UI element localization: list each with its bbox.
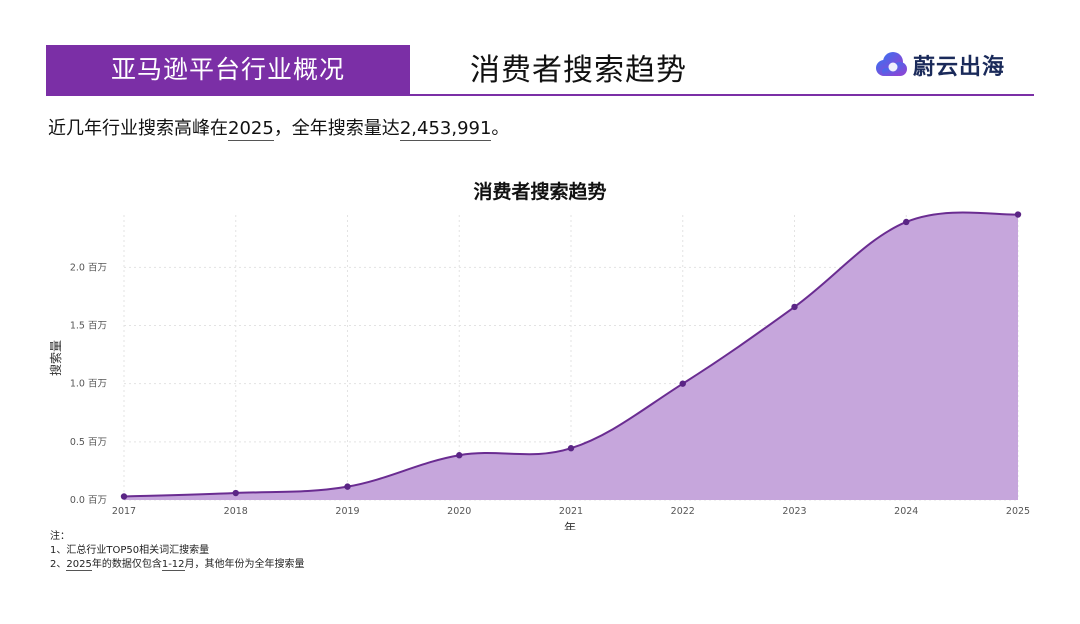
data-point-2021 bbox=[567, 445, 575, 452]
notes-line2-year: 2025 bbox=[66, 559, 92, 571]
x-axis-ticks: 2017 2018 2019 2020 2021 2022 2023 2024 2025 bbox=[112, 506, 1030, 517]
summary-peak-year: 2025 bbox=[228, 118, 274, 141]
section-label: 亚马逊平台行业概况 bbox=[110, 55, 345, 84]
y-tick-label: 1.5 百万 bbox=[70, 321, 107, 332]
data-point-2020 bbox=[456, 452, 463, 459]
header-divider bbox=[46, 94, 1034, 96]
data-point-2022 bbox=[679, 380, 686, 387]
data-point-2017 bbox=[120, 493, 128, 500]
y-axis-label: 搜索量 bbox=[48, 340, 63, 376]
x-tick-label: 2020 bbox=[447, 506, 471, 517]
y-tick-label: 1.0 百万 bbox=[70, 379, 107, 390]
section-label-band: 亚马逊平台行业概况 bbox=[46, 45, 410, 95]
notes-line2-range: 1-12 bbox=[161, 559, 185, 571]
cloud-logo-icon bbox=[876, 52, 907, 76]
x-tick-label: 2018 bbox=[224, 506, 248, 517]
brand-name: 蔚云出海 bbox=[913, 55, 1006, 80]
y-axis-ticks: 0.0 百万 0.5 百万 1.0 百万 1.5 百万 2.0 百万 bbox=[70, 262, 107, 506]
y-tick-label: 0.5 百万 bbox=[70, 437, 107, 448]
summary-suffix: 。 bbox=[491, 118, 510, 139]
series-points bbox=[120, 211, 1022, 500]
x-tick-label: 2025 bbox=[1006, 506, 1030, 517]
data-point-2019 bbox=[344, 483, 351, 490]
data-point-2025 bbox=[1014, 211, 1022, 218]
notes-line-1: 1、汇总行业TOP50相关词汇搜索量 bbox=[50, 545, 210, 556]
y-tick-label: 0.0 百万 bbox=[70, 495, 107, 506]
chart-title: 消费者搜索趋势 bbox=[473, 180, 606, 203]
x-axis-label: 年 bbox=[564, 521, 576, 530]
x-tick-label: 2019 bbox=[335, 506, 359, 517]
series-area bbox=[124, 212, 1018, 500]
brand: 蔚云出海 bbox=[873, 48, 1005, 82]
data-point-2024 bbox=[903, 218, 910, 226]
notes-heading: 注： bbox=[50, 531, 70, 542]
data-point-2018 bbox=[232, 489, 239, 497]
summary-middle: ，全年搜索量达 bbox=[273, 118, 400, 139]
summary-sentence: 近几年行业搜索高峰在2025，全年搜索量达2,453,991。 bbox=[48, 116, 509, 142]
chart-notes: 注： 1、汇总行业TOP50相关词汇搜索量 2、2025年的数据仅包含1-12月… bbox=[50, 530, 305, 572]
x-tick-label: 2017 bbox=[112, 506, 136, 517]
summary-prefix: 近几年行业搜索高峰在 bbox=[48, 118, 228, 139]
x-tick-label: 2022 bbox=[671, 506, 695, 517]
page-title: 消费者搜索趋势 bbox=[470, 53, 687, 88]
y-tick-label: 2.0 百万 bbox=[70, 262, 107, 273]
notes-line2-mid: 年的数据仅包含 bbox=[91, 559, 162, 570]
summary-peak-value: 2,453,991 bbox=[399, 118, 492, 141]
x-tick-label: 2023 bbox=[782, 506, 806, 517]
series-line bbox=[123, 211, 1019, 498]
search-trend-chart: 消费者搜索趋势 2017 2018 2019 2020 2021 2022 2023 2024… bbox=[48, 180, 1030, 530]
notes-line-2: 2、2025年的数据仅包含1-12月，其他年份为全年搜索量 bbox=[50, 558, 305, 572]
notes-line2-prefix: 2、 bbox=[50, 559, 67, 570]
x-tick-label: 2021 bbox=[559, 506, 583, 517]
notes-line2-suffix: 月，其他年份为全年搜索量 bbox=[184, 559, 305, 570]
x-tick-label: 2024 bbox=[894, 506, 918, 517]
data-point-2023 bbox=[791, 303, 798, 311]
